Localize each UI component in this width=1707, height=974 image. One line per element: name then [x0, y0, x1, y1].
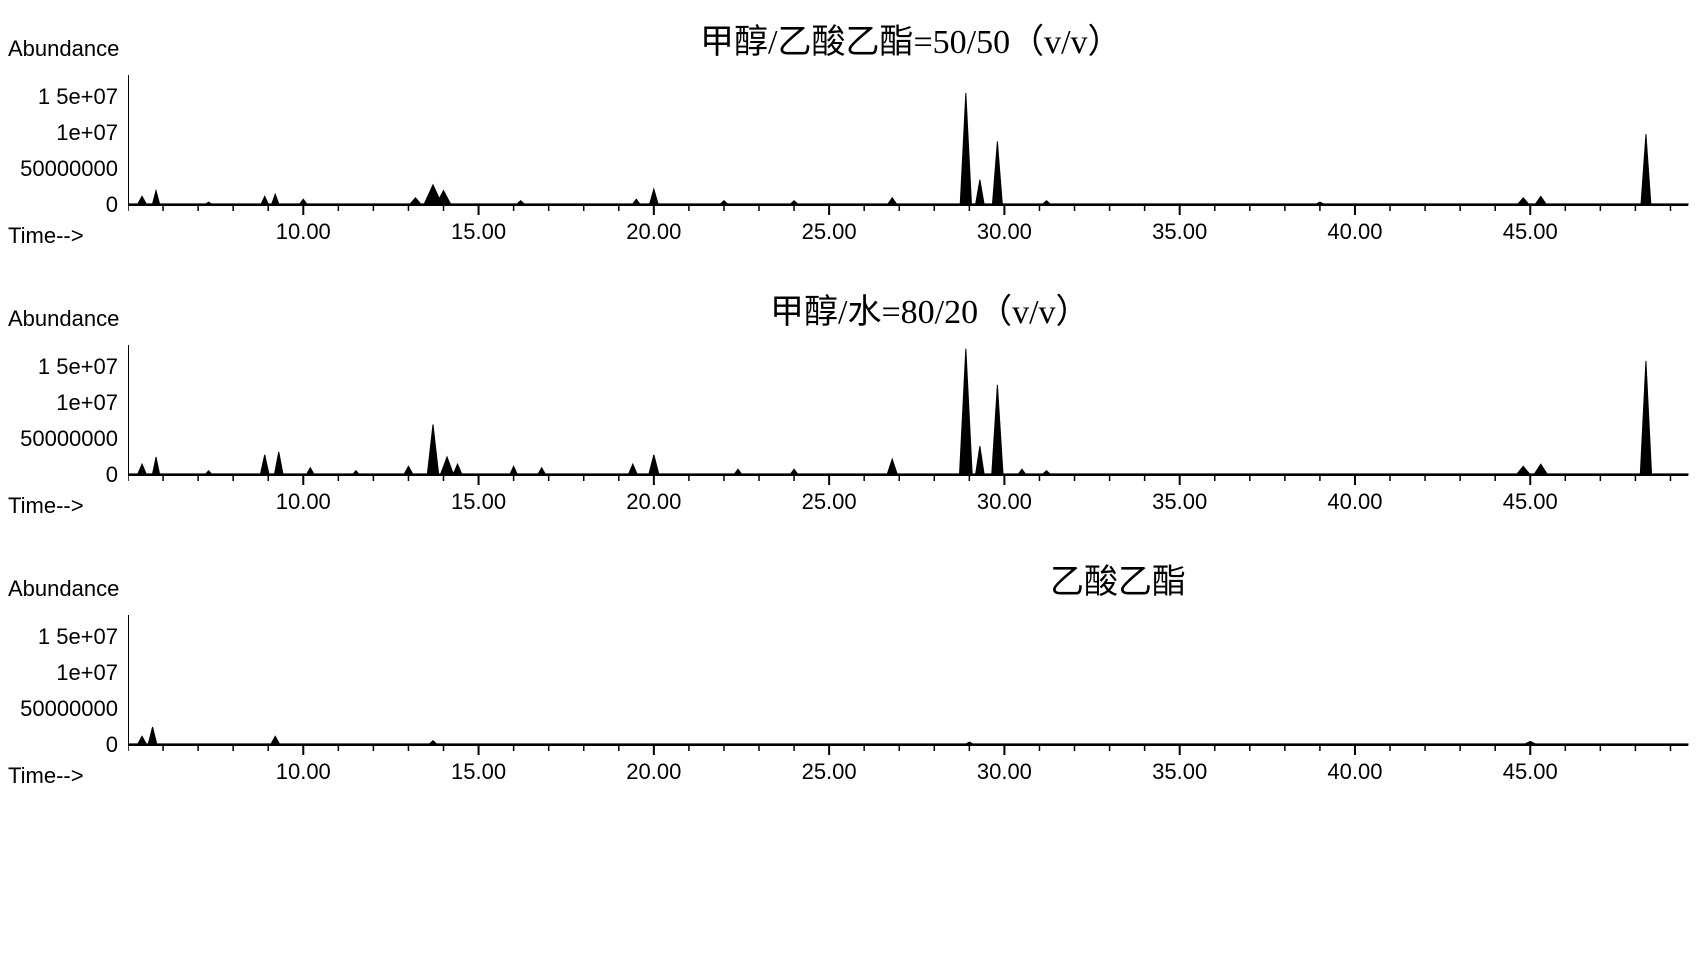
y-tick-label: 1 5e+07	[0, 84, 118, 110]
y-axis-title: Abundance	[8, 36, 119, 62]
panel-title: 甲醇/水=80/20（v/v）	[770, 284, 1090, 333]
y-tick-label: 50000000	[0, 426, 118, 452]
y-tick-label: 1 5e+07	[0, 624, 118, 650]
y-tick-label: 50000000	[0, 156, 118, 182]
panel-title: 乙酸乙酯	[1050, 554, 1186, 603]
x-axis-title: Time-->	[8, 763, 84, 789]
chromatogram-panel-1: 甲醇/乙酸乙酯=50/50（v/v）Abundance0500000001e+0…	[0, 20, 1707, 260]
y-tick-label: 1 5e+07	[0, 354, 118, 380]
chromatogram-plot	[128, 345, 1690, 495]
y-tick-label: 1e+07	[0, 390, 118, 416]
chromatogram-trace	[128, 349, 1688, 475]
panel-title: 甲醇/乙酸乙酯=50/50（v/v）	[700, 14, 1122, 63]
chromatogram-panel-2: 甲醇/水=80/20（v/v）Abundance0500000001e+071 …	[0, 290, 1707, 530]
chromatogram-panel-3: 乙酸乙酯Abundance0500000001e+071 5e+07Time--…	[0, 560, 1707, 800]
y-tick-label: 0	[0, 462, 118, 488]
chromatogram-trace	[128, 727, 1688, 745]
y-axis-title: Abundance	[8, 306, 119, 332]
y-tick-label: 0	[0, 732, 118, 758]
y-tick-label: 1e+07	[0, 660, 118, 686]
y-tick-label: 1e+07	[0, 120, 118, 146]
chromatogram-plot	[128, 75, 1690, 225]
x-axis-title: Time-->	[8, 223, 84, 249]
y-axis-title: Abundance	[8, 576, 119, 602]
chromatogram-trace	[128, 93, 1688, 205]
chromatogram-plot	[128, 615, 1690, 765]
y-tick-label: 50000000	[0, 696, 118, 722]
x-axis-title: Time-->	[8, 493, 84, 519]
y-tick-label: 0	[0, 192, 118, 218]
